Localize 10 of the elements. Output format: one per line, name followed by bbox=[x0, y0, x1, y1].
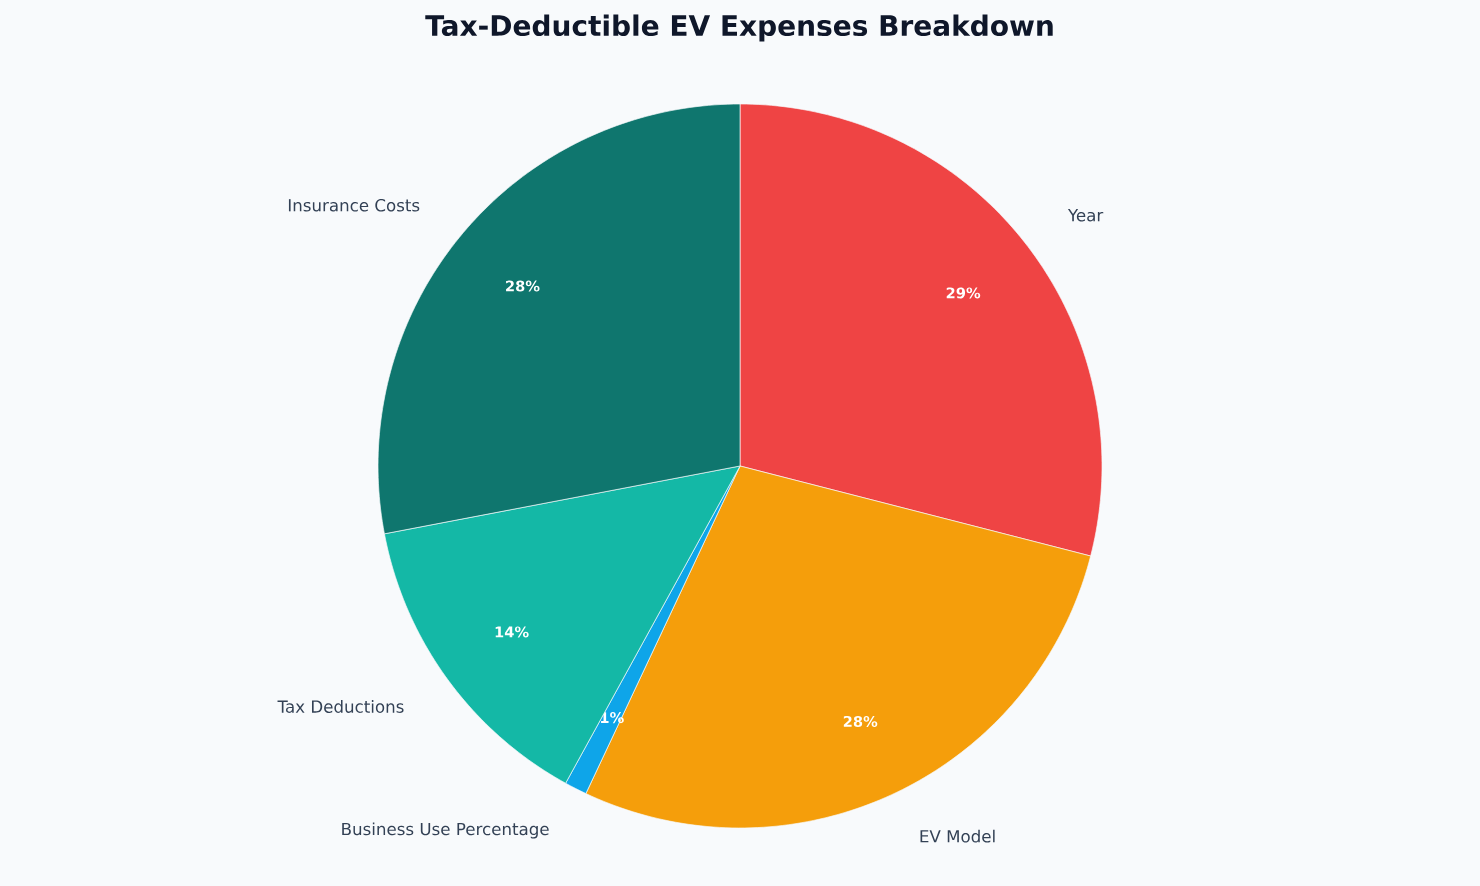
slice-label: Tax Deductions bbox=[277, 699, 404, 713]
chart-title: Tax-Deductible EV Expenses Breakdown bbox=[425, 14, 1053, 42]
data-label: 29% bbox=[946, 287, 981, 299]
slice-label: EV Model bbox=[920, 829, 995, 843]
data-label: 28% bbox=[506, 280, 540, 292]
data-label: 14% bbox=[495, 626, 529, 638]
slice-label: Insurance Costs bbox=[288, 198, 420, 212]
data-label: 28% bbox=[843, 715, 878, 728]
slice-label: Business Use Percentage bbox=[342, 822, 549, 839]
slice-label: Year bbox=[1067, 209, 1104, 222]
